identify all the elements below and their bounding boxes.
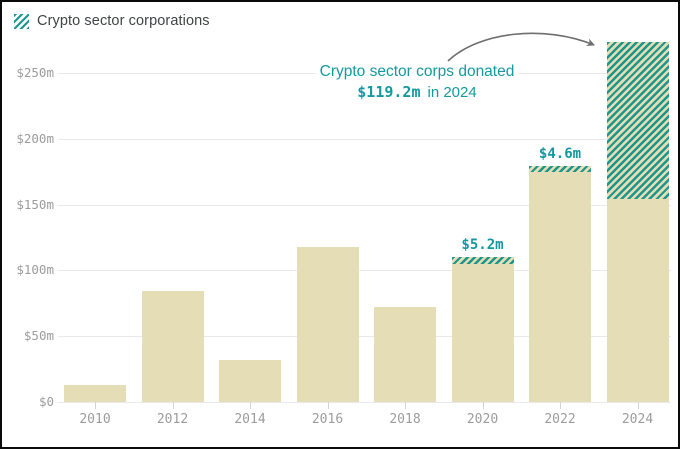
bar-2018[interactable] <box>374 307 436 402</box>
annotation-line1: Crypto sector corps donated <box>319 63 515 80</box>
y-axis-label: $50m <box>23 328 54 344</box>
x-tick-2018 <box>405 402 406 409</box>
x-axis-label: 2022 <box>544 412 576 427</box>
bar-2024-crypto-segment[interactable] <box>606 42 669 200</box>
x-axis-label: 2016 <box>311 412 344 427</box>
bar-2016[interactable] <box>296 246 359 402</box>
bar-2010[interactable] <box>64 384 126 402</box>
y-axis-label: $150m <box>16 196 54 212</box>
x-tick-2014 <box>250 402 251 409</box>
bar-2014[interactable] <box>219 359 281 402</box>
annotation-suffix: in 2024 <box>427 84 477 101</box>
legend-label: Crypto sector corporations <box>37 13 210 29</box>
bar-2020-crypto-segment[interactable] <box>451 256 514 264</box>
bar-2022[interactable] <box>529 171 591 402</box>
gridline-50 <box>58 336 671 338</box>
annotation-amount: $119.2m <box>357 83 421 101</box>
bar-value-label-2022: $4.6m <box>538 145 582 162</box>
x-tick-2016 <box>327 402 329 409</box>
x-axis-label: 2024 <box>621 412 654 427</box>
annotation-line2: $119.2m in 2024 <box>320 82 515 103</box>
x-axis-label: 2020 <box>466 412 499 427</box>
x-axis-label: 2012 <box>156 412 189 427</box>
bar-2012[interactable] <box>141 291 204 402</box>
x-tick-2020 <box>482 402 484 409</box>
annotation: Crypto sector corps donated $119.2m in 20… <box>315 60 519 104</box>
gridline-200 <box>58 138 671 140</box>
bar-2022-crypto-segment[interactable] <box>529 165 591 172</box>
x-tick-2024 <box>637 402 639 409</box>
y-axis-label: $250m <box>16 65 54 80</box>
legend-hatch-swatch-icon <box>14 13 29 29</box>
x-axis-label: 2014 <box>234 412 266 427</box>
bar-2024[interactable] <box>606 199 669 402</box>
x-tick-2012 <box>172 402 174 409</box>
bar-2020[interactable] <box>451 263 514 402</box>
x-tick-2010 <box>95 402 96 409</box>
x-axis-label: 2018 <box>389 412 421 427</box>
y-axis-label: $100m <box>16 262 54 278</box>
x-tick-2022 <box>560 402 561 409</box>
bar-value-label-2020: $5.2m <box>461 236 504 253</box>
legend: Crypto sector corporations <box>14 13 210 29</box>
gridline-100 <box>58 270 671 272</box>
y-axis-label: $200m <box>16 130 54 146</box>
gridline-150 <box>58 204 671 206</box>
gridline-0 <box>58 402 671 403</box>
x-axis-label: 2010 <box>79 412 111 427</box>
y-axis-label: $0 <box>38 394 54 409</box>
